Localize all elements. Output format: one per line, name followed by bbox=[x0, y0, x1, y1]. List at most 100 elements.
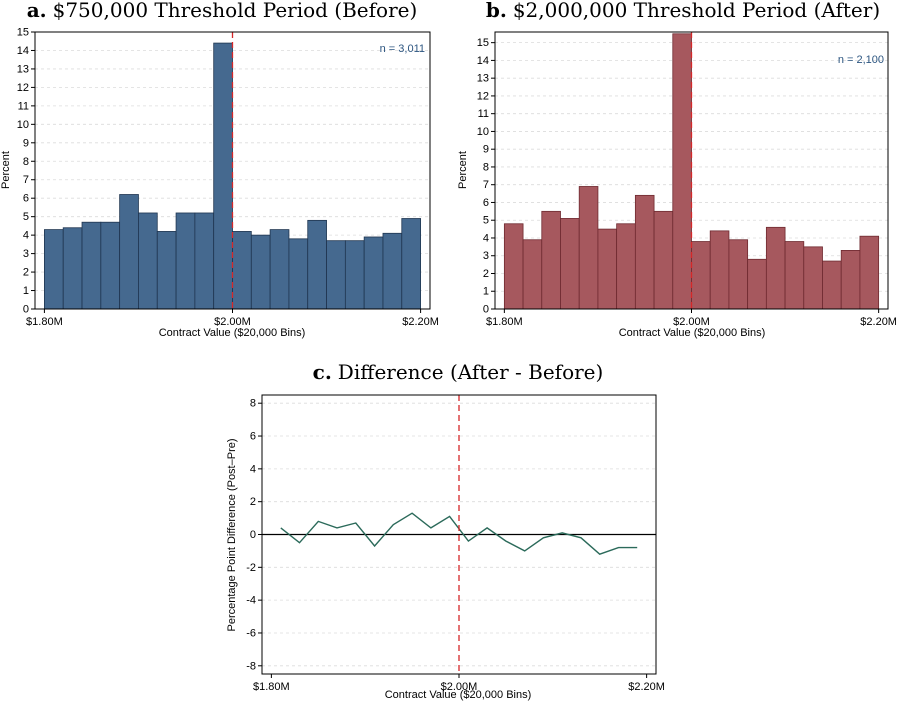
panel-a-ytick-label: 5 bbox=[23, 211, 29, 223]
panel-b-xtick-label: $1.80M bbox=[486, 316, 523, 328]
panel-a-xlabel: Contract Value ($20,000 Bins) bbox=[159, 327, 306, 339]
panel-a-bar bbox=[269, 229, 290, 310]
panel-a: a. $750,000 Threshold Period (Before) 012… bbox=[0, 0, 439, 339]
panel-a-ylabel: Percent bbox=[0, 151, 12, 189]
panel-b-ytick-label: 1 bbox=[483, 286, 489, 298]
panel-b-bar bbox=[634, 194, 655, 310]
panel-b-ytick-label: 8 bbox=[483, 161, 489, 173]
panel-b-bar bbox=[747, 258, 767, 310]
panel-b-bar bbox=[765, 226, 786, 310]
panel-c-ytick-label: -6 bbox=[246, 627, 256, 639]
panel-b-ytick-label: 0 bbox=[483, 304, 489, 316]
panel-a-bar bbox=[156, 231, 177, 310]
panel-c-frame bbox=[261, 394, 657, 675]
panel-b-xtick-label: $2.00M bbox=[673, 316, 710, 328]
panel-a-bar bbox=[250, 234, 271, 310]
panel-c-ytick-label: -8 bbox=[246, 660, 256, 672]
panel-b-ytick-label: 11 bbox=[478, 108, 489, 120]
panel-b-bar bbox=[616, 223, 636, 310]
panel-b-ytick-label: 4 bbox=[483, 232, 489, 244]
panel-c-xtick-label: $1.80M bbox=[253, 681, 290, 693]
panel-b-bar bbox=[560, 218, 580, 310]
panel-a-ytick-label: 2 bbox=[23, 267, 29, 279]
panel-a-ytick-label: 11 bbox=[18, 100, 29, 112]
panel-a-xtick-label: $1.80M bbox=[26, 316, 63, 328]
panel-a-frame bbox=[34, 31, 431, 310]
panel-b-ytick-label: 3 bbox=[483, 250, 489, 262]
panel-b-letter: b. bbox=[486, 0, 507, 22]
panel-b-bar bbox=[522, 239, 543, 310]
panel-a-bar bbox=[62, 227, 83, 310]
panel-c-ytick-label: 6 bbox=[250, 431, 256, 443]
panel-a-bar bbox=[44, 229, 64, 310]
panel-b-frame bbox=[494, 31, 889, 310]
panel-b-ytick-label: 5 bbox=[483, 215, 489, 227]
panel-a-sample-size: n = 3,011 bbox=[380, 43, 425, 55]
panel-c-ytick-label: 0 bbox=[250, 529, 256, 541]
panel-b-ytick-label: 7 bbox=[483, 179, 489, 191]
panel-b-bar bbox=[691, 241, 711, 310]
panel-c-letter: c. bbox=[313, 360, 332, 384]
panel-c-ytick-label: 2 bbox=[250, 496, 256, 508]
panel-a-bar bbox=[382, 232, 403, 310]
panel-a-bar bbox=[288, 238, 309, 310]
panel-b-bar bbox=[597, 228, 618, 310]
panel-a-ytick-label: 6 bbox=[23, 193, 29, 205]
panel-b-ytick-label: 2 bbox=[483, 268, 489, 280]
panel-a-ytick-label: 8 bbox=[23, 156, 29, 168]
panel-a-ytick-label: 3 bbox=[23, 248, 29, 260]
panel-b-bar bbox=[803, 246, 823, 310]
panel-a-bar bbox=[138, 212, 158, 310]
panel-a-ytick-label: 10 bbox=[17, 119, 29, 131]
panel-b-ytick-label: 13 bbox=[477, 73, 489, 85]
panel-a-bar bbox=[213, 42, 233, 310]
panel-c-xtick-label: $2.00M bbox=[441, 681, 478, 693]
panel-a-xtick-label: $2.00M bbox=[214, 316, 251, 328]
panel-c-ytick-label: -2 bbox=[246, 562, 256, 574]
panel-b-ytick-label: 14 bbox=[477, 55, 489, 67]
panel-b: b. $2,000,000 Threshold Period (After) 0 1… bbox=[457, 0, 897, 339]
panel-a-ytick-label: 4 bbox=[23, 230, 29, 242]
panel-c-ytick-label: 8 bbox=[250, 398, 256, 410]
panel-a-ytick-label: 0 bbox=[23, 304, 29, 316]
panel-a-bar bbox=[175, 212, 196, 310]
panel-b-bar bbox=[859, 235, 880, 310]
panel-b-ytick-label: 9 bbox=[483, 144, 489, 156]
panel-a-bar bbox=[100, 221, 121, 310]
panel-b-title: b. $2,000,000 Threshold Period (After) bbox=[486, 0, 880, 22]
panel-a-ytick-label: 13 bbox=[17, 63, 29, 75]
panel-b-sample-size: n = 2,100 bbox=[838, 54, 884, 66]
panel-c-title: c. Difference (After - Before) bbox=[313, 360, 604, 384]
panel-b-bar bbox=[672, 33, 692, 310]
panel-c-title-text: Difference (After - Before) bbox=[338, 360, 604, 384]
panel-c-xtick-label: $2.20M bbox=[628, 681, 665, 693]
panel-a-xtick-label: $2.20M bbox=[402, 316, 439, 328]
panel-a-bar bbox=[401, 218, 421, 310]
panel-b-ylabel: Percent bbox=[457, 151, 469, 189]
panel-c-ylabel: Percentage Point Difference (Post–Pre) bbox=[226, 438, 238, 631]
panel-a-ytick-label: 1 bbox=[23, 285, 29, 297]
panel-a-ytick-label: 9 bbox=[23, 137, 29, 149]
panel-a-ytick-label: 12 bbox=[17, 82, 29, 94]
panel-a-bar bbox=[363, 236, 384, 310]
panel-b-bar bbox=[784, 241, 805, 310]
panel-b-bar bbox=[503, 223, 524, 310]
panel-a-letter: a. bbox=[27, 0, 47, 22]
panel-a-bar bbox=[119, 194, 139, 310]
panel-c-xlabel: Contract Value ($20,000 Bins) bbox=[385, 689, 532, 701]
panel-b-ytick-label: 6 bbox=[483, 197, 489, 209]
panel-a-bar bbox=[344, 240, 365, 310]
panel-b-bar bbox=[822, 260, 842, 310]
panel-b-title-text: $2,000,000 Threshold Period (After) bbox=[513, 0, 880, 22]
panel-a-ytick-label: 7 bbox=[23, 174, 29, 186]
panel-b-bar bbox=[653, 210, 674, 310]
panel-c-ytick-label: -4 bbox=[246, 595, 256, 607]
panel-b-xtick-label: $2.20M bbox=[860, 316, 897, 328]
panel-a-ytick-label: 14 bbox=[17, 45, 29, 57]
panel-b-ytick-label: 12 bbox=[477, 90, 489, 102]
panel-a-bar bbox=[194, 212, 215, 310]
panel-b-xlabel: Contract Value ($20,000 Bins) bbox=[619, 327, 766, 339]
